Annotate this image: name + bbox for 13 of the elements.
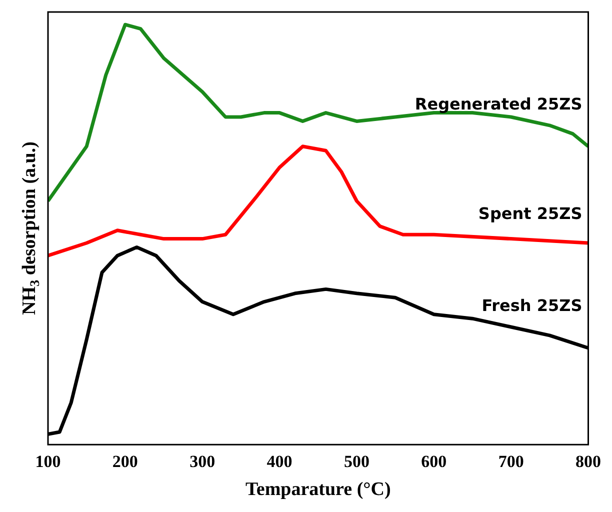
x-axis-title: Temparature (°C)	[245, 478, 391, 500]
x-tick-label: 700	[498, 452, 524, 472]
x-tick-label: 200	[112, 452, 138, 472]
series-label: Fresh 25ZS	[482, 296, 582, 316]
x-tick-label: 300	[190, 452, 216, 472]
x-tick-label: 800	[576, 452, 601, 472]
x-tick-label: 400	[266, 452, 292, 472]
series-label: Regenerated 25ZS	[414, 94, 582, 114]
y-axis-title: NH3 desorption (a.u.)	[18, 142, 42, 316]
x-tick-label: 600	[421, 452, 447, 472]
series-label: Spent 25ZS	[478, 204, 582, 223]
x-tick-label: 100	[35, 452, 61, 472]
x-tick-label: 500	[344, 452, 370, 472]
